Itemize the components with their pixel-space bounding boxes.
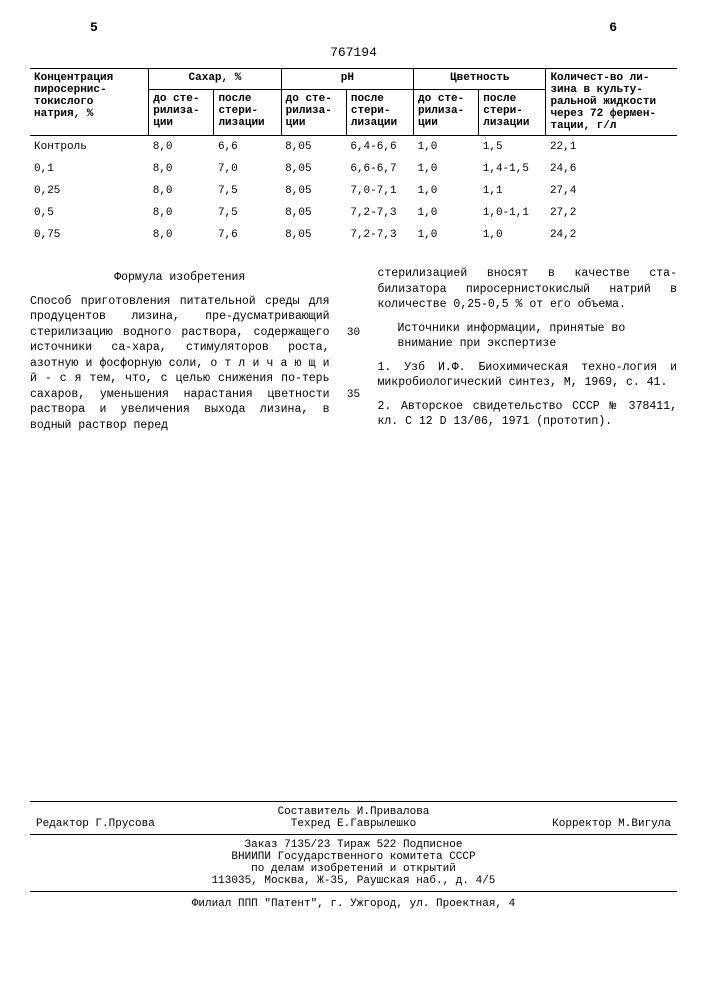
- col-lysine: Количест-во ли-зина в культу-ральной жид…: [546, 69, 677, 136]
- table-cell: 22,1: [546, 136, 677, 159]
- table-cell: 7,5: [214, 180, 281, 202]
- claims-text: Способ приготовления питательной среды д…: [30, 294, 330, 434]
- table-cell: 1,0: [414, 158, 479, 180]
- source-1: 1. Узб И.Ф. Биохимическая техно-логия и …: [378, 360, 678, 391]
- page-right-num: 6: [609, 20, 617, 35]
- right-column: стерилизацией вносят в качестве ста-били…: [378, 266, 678, 441]
- line-mark-35: 35: [346, 388, 362, 403]
- table-cell: 7,0-7,1: [346, 180, 413, 202]
- data-table: Концентрация пиросернис-токислого натрия…: [30, 68, 677, 246]
- table-cell: 7,6: [214, 224, 281, 246]
- table-cell: 7,2-7,3: [346, 224, 413, 246]
- table-cell: 7,0: [214, 158, 281, 180]
- table-cell: 6,6-6,7: [346, 158, 413, 180]
- line-numbers: 30 35: [346, 266, 362, 441]
- org-line-2: по делам изобретений и открытий: [30, 863, 677, 875]
- table-cell: 8,0: [149, 158, 214, 180]
- table-cell: 0,25: [30, 180, 149, 202]
- tech-editor: Техред Е.Гаврылешко: [291, 818, 416, 830]
- table-cell: 0,5: [30, 202, 149, 224]
- footer-bottom: Филиал ППП "Патент", г. Ужгород, ул. Про…: [30, 892, 677, 916]
- col-color: Цветность: [414, 69, 546, 90]
- editor: Редактор Г.Прусова: [36, 818, 155, 830]
- col-sugar: Сахар, %: [149, 69, 281, 90]
- table-cell: 7,5: [214, 202, 281, 224]
- table-cell: 8,0: [149, 180, 214, 202]
- table-cell: 27,2: [546, 202, 677, 224]
- table-row: Контроль8,06,68,056,4-6,61,01,522,1: [30, 136, 677, 159]
- sub-after: после стери-лизации: [479, 89, 546, 135]
- table-cell: 8,05: [281, 136, 346, 159]
- table-cell: 1,0-1,1: [479, 202, 546, 224]
- doc-number: 767194: [30, 45, 677, 60]
- subscription: Подписное: [403, 839, 462, 851]
- col-concentration: Концентрация пиросернис-токислого натрия…: [30, 69, 149, 136]
- line-mark-30: 30: [346, 326, 362, 341]
- right-top-para: стерилизацией вносят в качестве ста-били…: [378, 266, 678, 313]
- claims-title: Формула изобретения: [30, 270, 330, 286]
- table-cell: 24,6: [546, 158, 677, 180]
- table-cell: 8,05: [281, 202, 346, 224]
- table-cell: 6,6: [214, 136, 281, 159]
- table-cell: 8,05: [281, 180, 346, 202]
- table-cell: 8,0: [149, 136, 214, 159]
- order-num: Заказ 7135/23: [245, 839, 331, 851]
- table-cell: 24,2: [546, 224, 677, 246]
- sub-after: после стери-лизации: [214, 89, 281, 135]
- table-cell: 1,5: [479, 136, 546, 159]
- table-row: 0,58,07,58,057,2-7,31,01,0-1,127,2: [30, 202, 677, 224]
- page-header: 5 6: [30, 20, 677, 45]
- table-row: 0,258,07,58,057,0-7,11,01,127,4: [30, 180, 677, 202]
- org-line-3: 113035, Москва, Ж-35, Раушская наб., д. …: [30, 875, 677, 887]
- sub-after: после стери-лизации: [346, 89, 413, 135]
- table-cell: 1,0: [414, 180, 479, 202]
- composer: Составитель И.Привалова: [30, 806, 677, 818]
- tirage: Тираж 522: [337, 839, 396, 851]
- body-columns: Формула изобретения Способ приготовления…: [30, 266, 677, 441]
- table-row: 0,758,07,68,057,2-7,31,01,024,2: [30, 224, 677, 246]
- table-cell: 1,1: [479, 180, 546, 202]
- table-cell: 27,4: [546, 180, 677, 202]
- table-cell: 7,2-7,3: [346, 202, 413, 224]
- left-column: Формула изобретения Способ приготовления…: [30, 266, 330, 441]
- table-cell: 8,0: [149, 224, 214, 246]
- sources-title: Источники информации, принятые во вниман…: [398, 321, 678, 352]
- footer-block-1: Составитель И.Привалова Редактор Г.Прусо…: [30, 801, 677, 835]
- page-left-num: 5: [90, 20, 98, 35]
- table-cell: 8,0: [149, 202, 214, 224]
- table-cell: 1,4-1,5: [479, 158, 546, 180]
- col-ph: pH: [281, 69, 413, 90]
- org-line-1: ВНИИПИ Государственного комитета СССР: [30, 851, 677, 863]
- table-cell: 6,4-6,6: [346, 136, 413, 159]
- table-cell: Контроль: [30, 136, 149, 159]
- table-cell: 1,0: [414, 202, 479, 224]
- corrector: Корректор М.Вигула: [552, 818, 671, 830]
- sub-before: до сте-рилиза-ции: [414, 89, 479, 135]
- source-2: 2. Авторское свидетельство СССР № 378411…: [378, 399, 678, 430]
- sub-before: до сте-рилиза-ции: [149, 89, 214, 135]
- table-cell: 8,05: [281, 158, 346, 180]
- sub-before: до сте-рилиза-ции: [281, 89, 346, 135]
- table-cell: 0,1: [30, 158, 149, 180]
- footer-block-2: Заказ 7135/23 Тираж 522 Подписное ВНИИПИ…: [30, 835, 677, 892]
- table-cell: 1,0: [414, 136, 479, 159]
- table-cell: 1,0: [479, 224, 546, 246]
- table-cell: 0,75: [30, 224, 149, 246]
- table-cell: 8,05: [281, 224, 346, 246]
- table-row: 0,18,07,08,056,6-6,71,01,4-1,524,6: [30, 158, 677, 180]
- table-cell: 1,0: [414, 224, 479, 246]
